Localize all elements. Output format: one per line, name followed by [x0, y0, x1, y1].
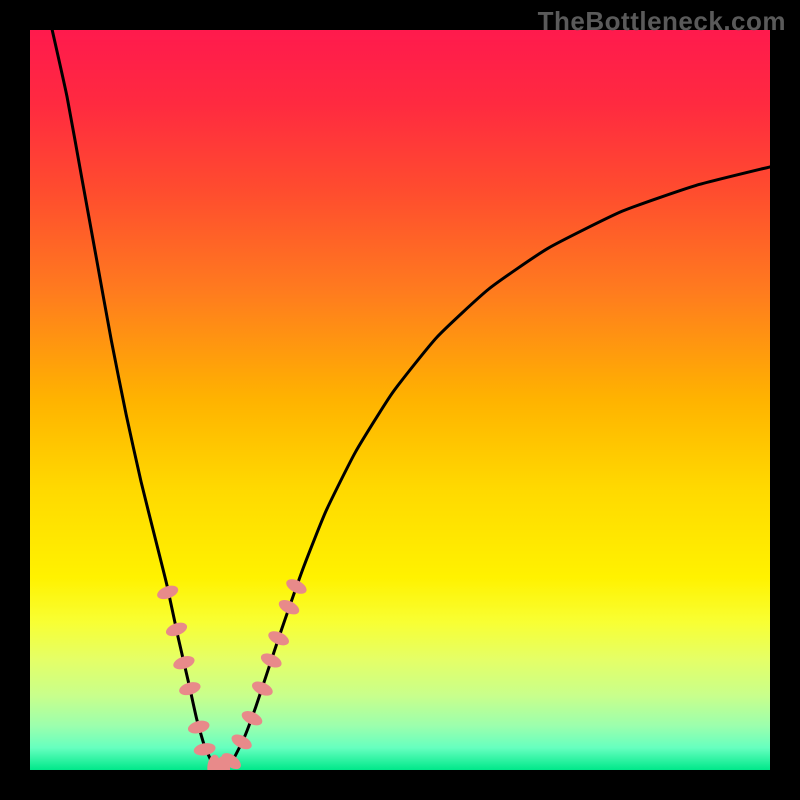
watermark-text: TheBottleneck.com [538, 6, 786, 37]
gradient-background [30, 30, 770, 770]
bottleneck-chart [30, 30, 770, 770]
plot-area [30, 30, 770, 770]
